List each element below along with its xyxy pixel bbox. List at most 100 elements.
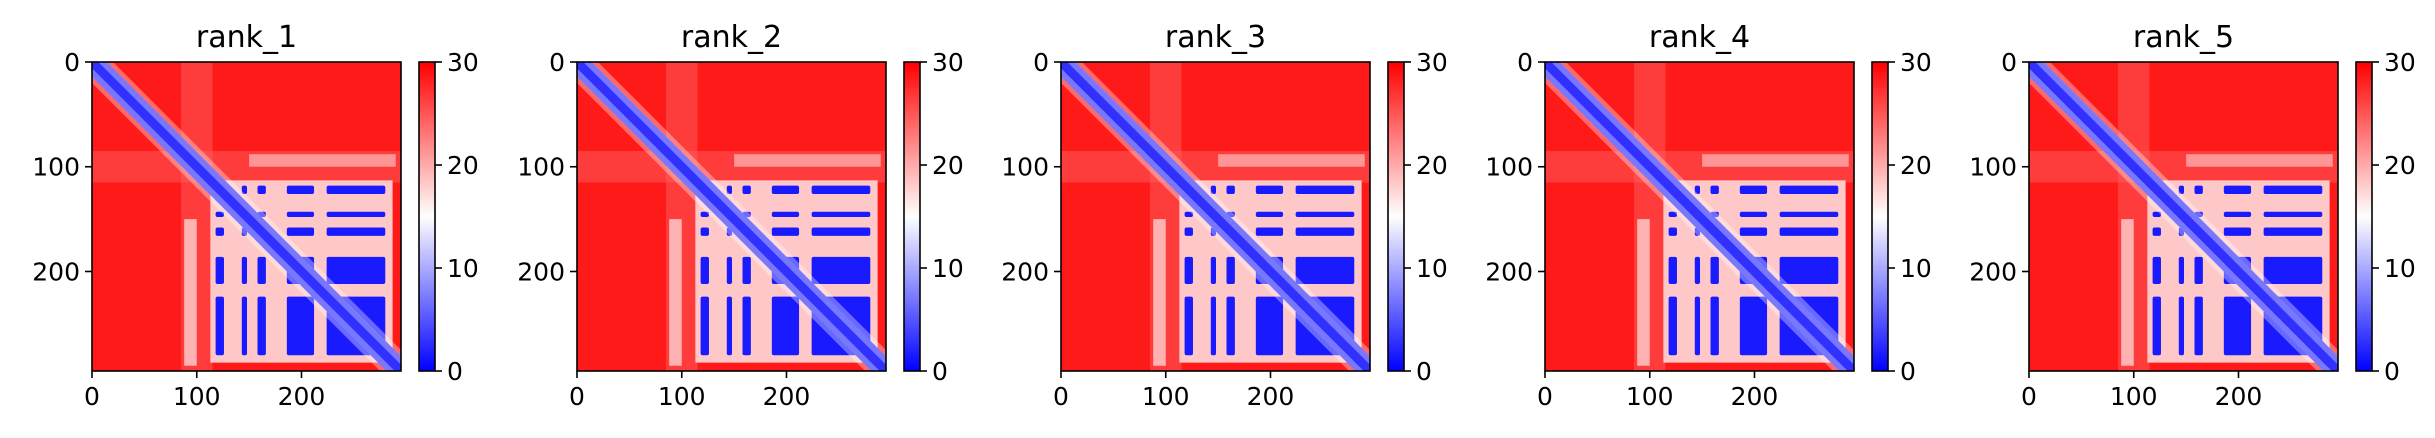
contact-block	[811, 227, 871, 236]
colorbar-frame	[1871, 61, 1889, 372]
diagonal-halo	[1067, 62, 1370, 365]
contact-block	[2152, 256, 2161, 285]
contact-block	[215, 256, 224, 285]
diagonal-halo	[1545, 68, 1848, 371]
contact-block	[1255, 211, 1284, 218]
contact-block	[1779, 211, 1839, 218]
colorbar-tick-label: 20	[2384, 151, 2416, 180]
colorbar	[2356, 62, 2372, 371]
contact-block	[1739, 227, 1768, 236]
heatmap-image	[2029, 62, 2338, 371]
y-tick-label: 0	[1033, 48, 1049, 77]
contact-block	[241, 296, 248, 356]
y-tick-label: 100	[1485, 153, 1533, 182]
contact-block	[2263, 256, 2323, 285]
colorbar-tick-label: 20	[1416, 151, 1448, 180]
colorbar-tick-label: 10	[932, 254, 964, 283]
axes-frame	[576, 61, 887, 372]
x-tick-label: 200	[763, 382, 811, 411]
colorbar-tick-label: 30	[447, 48, 479, 77]
contact-block	[286, 185, 315, 194]
contact-block	[1710, 296, 1719, 356]
colorbar-frame	[1387, 61, 1405, 372]
contact-block	[2152, 227, 2161, 236]
x-tick-label: 200	[1731, 382, 1779, 411]
colorbar-tick-label: 30	[1416, 48, 1448, 77]
axes-frame	[91, 61, 402, 372]
heatmap-panel-4: 0 100 200 0 100 200 rank_4 0 10 20 30	[1485, 20, 1932, 411]
contact-block	[1184, 296, 1193, 356]
diagonal-halo	[1061, 68, 1364, 371]
contact-block	[2223, 296, 2252, 356]
diagonal-halo	[92, 68, 395, 371]
heatmap-panel-2: 0 100 200 0 100 200 rank_2 0 10 20 30	[517, 20, 964, 411]
x-tick-label: 0	[1537, 382, 1553, 411]
contact-block	[1779, 256, 1839, 285]
heatmap-image	[92, 62, 401, 371]
contact-block	[2223, 211, 2252, 218]
x-tick-label: 100	[2110, 382, 2158, 411]
contact-block	[2178, 256, 2185, 285]
colorbar-tick-label: 30	[1900, 48, 1932, 77]
y-tick-label: 200	[32, 257, 80, 286]
heatmap-light-band	[184, 219, 197, 366]
diagonal-halo	[577, 68, 880, 371]
y-tick-label: 0	[2001, 48, 2017, 77]
contact-block	[2263, 211, 2323, 218]
heatmap-image	[577, 62, 886, 371]
contact-block	[1184, 211, 1193, 218]
heatmap-light-band	[1637, 219, 1650, 366]
contact-block	[1255, 227, 1284, 236]
y-tick-label: 100	[1001, 153, 1049, 182]
contact-block	[215, 227, 224, 236]
diagonal-band	[92, 62, 401, 371]
colorbar-tick-label: 10	[1900, 254, 1932, 283]
colorbar-tick-label: 0	[447, 357, 463, 386]
contact-block	[1739, 296, 1768, 356]
contact-block	[700, 211, 709, 218]
contact-block	[1694, 296, 1701, 356]
contact-block	[1295, 185, 1355, 194]
diagonal-halo	[2035, 62, 2338, 365]
heatmap-image	[1545, 62, 1854, 371]
x-tick-label: 0	[2021, 382, 2037, 411]
heatmap-panel-1: 0 100 200 0 100 200 rank_1 0 10 20 30	[32, 20, 479, 411]
contact-block	[1668, 256, 1677, 285]
x-tick-label: 200	[2215, 382, 2263, 411]
y-tick-label: 0	[549, 48, 565, 77]
contact-block	[215, 211, 224, 218]
contact-block	[726, 185, 733, 194]
heatmap-light-band	[1153, 219, 1166, 366]
colorbar-tick-label: 20	[932, 151, 964, 180]
colorbar-frame	[903, 61, 921, 372]
colorbar-tick-label: 0	[1416, 357, 1432, 386]
diagonal-halo	[98, 62, 401, 365]
heatmap-light-band	[734, 154, 881, 167]
heatmap-light-band	[669, 219, 682, 366]
colorbar-tick-label: 20	[1900, 151, 1932, 180]
heatmap-light-band	[2186, 154, 2333, 167]
x-tick-label: 100	[173, 382, 221, 411]
contact-block	[1226, 256, 1235, 285]
colorbar-tick-label: 30	[932, 48, 964, 77]
contact-block	[2263, 185, 2323, 194]
contact-block	[811, 211, 871, 218]
colorbar	[1872, 62, 1888, 371]
contact-block	[1779, 227, 1839, 236]
x-tick-label: 100	[1626, 382, 1674, 411]
contact-block	[286, 296, 315, 356]
contact-block	[1710, 256, 1719, 285]
y-tick-label: 200	[1969, 257, 2017, 286]
panel-title: rank_1	[196, 20, 297, 55]
contact-block	[771, 296, 800, 356]
contact-block	[1710, 185, 1719, 194]
contact-block	[1295, 256, 1355, 285]
heatmap-light-band	[2121, 219, 2134, 366]
contact-block	[326, 211, 386, 218]
y-tick-label: 200	[517, 257, 565, 286]
colorbar-tick-label: 10	[1416, 254, 1448, 283]
colorbar	[419, 62, 435, 371]
y-tick-label: 0	[64, 48, 80, 77]
contact-block	[241, 185, 248, 194]
contact-block	[726, 296, 733, 356]
